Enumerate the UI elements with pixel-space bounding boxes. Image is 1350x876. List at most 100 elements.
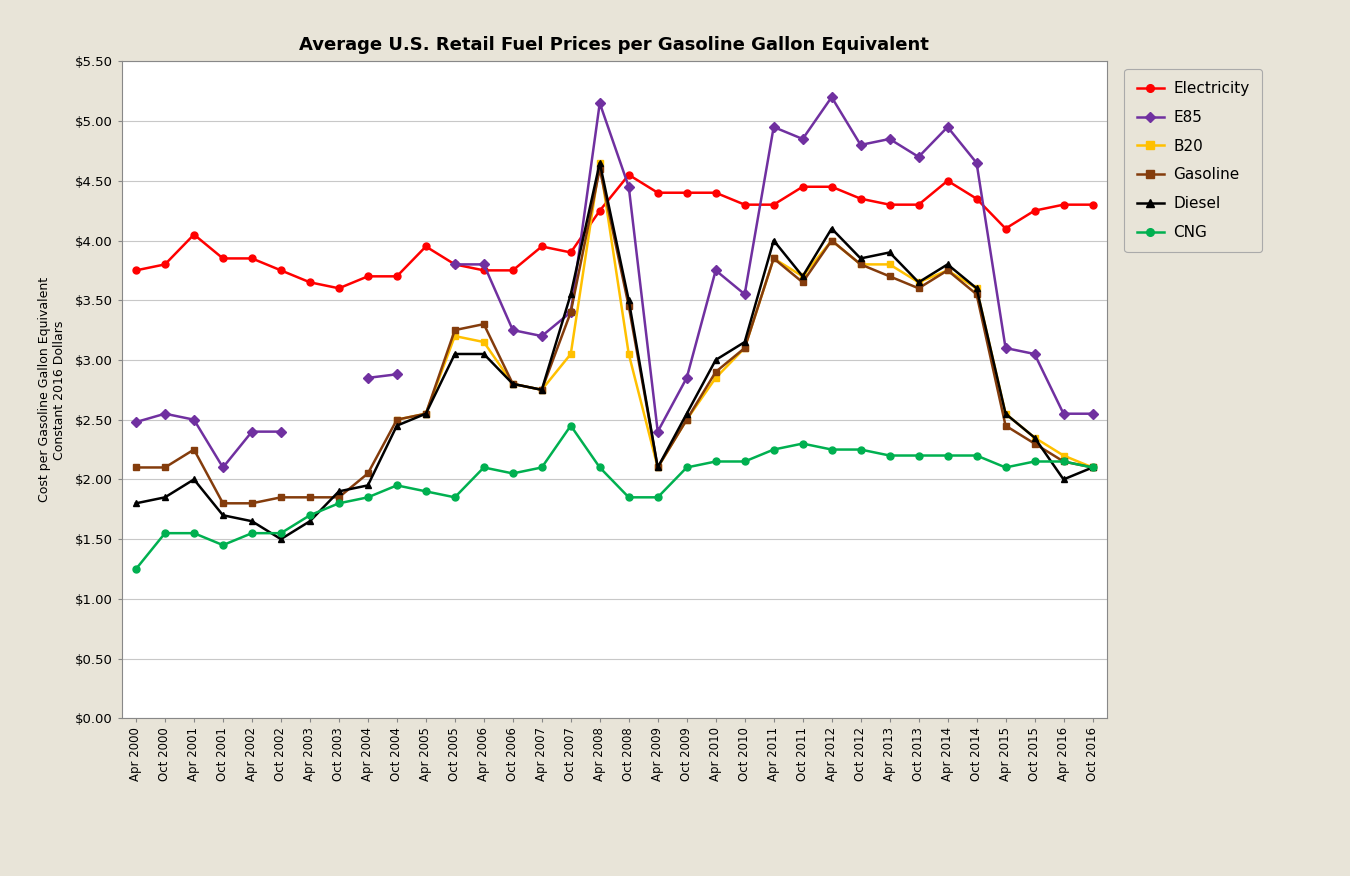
Diesel (998, 408, 1014, 419)
Electricity (505, 265, 521, 276)
B20 (968, 283, 984, 293)
Electricity (1026, 205, 1042, 215)
B20 (737, 343, 753, 353)
Electricity (215, 253, 231, 264)
CNG (215, 540, 231, 550)
Gasoline (737, 343, 753, 353)
Electricity (447, 259, 463, 270)
Diesel (1056, 474, 1072, 484)
Diesel (765, 236, 782, 246)
Electricity (824, 181, 840, 192)
Diesel (359, 480, 375, 491)
Gasoline (910, 283, 926, 293)
Gasoline (679, 414, 695, 425)
Electricity (707, 187, 724, 198)
Diesel (533, 385, 549, 395)
CNG (824, 444, 840, 455)
Electricity (910, 200, 926, 210)
Gasoline (824, 236, 840, 246)
Gasoline (1056, 456, 1072, 467)
Gasoline (505, 378, 521, 389)
Gasoline (968, 289, 984, 300)
Electricity (157, 259, 173, 270)
Electricity (1056, 200, 1072, 210)
CNG (563, 420, 579, 431)
Diesel (649, 463, 666, 473)
Electricity (417, 241, 433, 251)
CNG (186, 528, 202, 539)
Electricity (968, 194, 984, 204)
Diesel (591, 158, 608, 168)
CNG (1056, 456, 1072, 467)
Title: Average U.S. Retail Fuel Prices per Gasoline Gallon Equivalent: Average U.S. Retail Fuel Prices per Gaso… (300, 36, 929, 54)
CNG (505, 468, 521, 478)
Electricity (1084, 200, 1100, 210)
CNG (968, 450, 984, 461)
Diesel (707, 355, 724, 365)
CNG (389, 480, 405, 491)
Diesel (302, 516, 319, 526)
B20 (940, 265, 956, 276)
Electricity (591, 205, 608, 215)
Gasoline (563, 307, 579, 317)
Gasoline (707, 367, 724, 378)
Diesel (244, 516, 261, 526)
Gasoline (389, 414, 405, 425)
Diesel (505, 378, 521, 389)
Diesel (186, 474, 202, 484)
Gasoline (998, 420, 1014, 431)
CNG (853, 444, 869, 455)
CNG (417, 486, 433, 497)
E85 (157, 408, 173, 419)
Diesel (737, 336, 753, 347)
Gasoline (244, 498, 261, 509)
Diesel (273, 533, 289, 544)
B20 (795, 271, 811, 281)
B20 (882, 259, 898, 270)
Legend: Electricity, E85, B20, Gasoline, Diesel, CNG: Electricity, E85, B20, Gasoline, Diesel,… (1125, 69, 1262, 252)
E85 (128, 417, 144, 427)
Diesel (563, 289, 579, 300)
CNG (940, 450, 956, 461)
CNG (765, 444, 782, 455)
E85 (273, 427, 289, 437)
Diesel (910, 277, 926, 287)
Diesel (475, 349, 491, 359)
B20 (475, 336, 491, 347)
Electricity (679, 187, 695, 198)
CNG (910, 450, 926, 461)
CNG (128, 564, 144, 575)
Gasoline (621, 301, 637, 312)
CNG (359, 492, 375, 503)
Gasoline (417, 408, 433, 419)
B20 (591, 158, 608, 168)
Diesel (795, 271, 811, 281)
B20 (563, 349, 579, 359)
Electricity (882, 200, 898, 210)
Electricity (475, 265, 491, 276)
Electricity (331, 283, 347, 293)
Line: CNG: CNG (132, 422, 1096, 573)
Gasoline (475, 319, 491, 329)
Line: B20: B20 (393, 159, 1096, 471)
Diesel (679, 408, 695, 419)
Diesel (1026, 433, 1042, 443)
Gasoline (591, 164, 608, 174)
B20 (447, 331, 463, 342)
CNG (621, 492, 637, 503)
Electricity (273, 265, 289, 276)
Gasoline (331, 492, 347, 503)
B20 (853, 259, 869, 270)
CNG (679, 463, 695, 473)
B20 (1056, 450, 1072, 461)
Electricity (621, 170, 637, 180)
Electricity (302, 277, 319, 287)
Gasoline (765, 253, 782, 264)
Line: Electricity: Electricity (132, 172, 1096, 292)
B20 (765, 253, 782, 264)
Diesel (824, 223, 840, 234)
Diesel (417, 408, 433, 419)
Electricity (765, 200, 782, 210)
Electricity (128, 265, 144, 276)
Electricity (998, 223, 1014, 234)
